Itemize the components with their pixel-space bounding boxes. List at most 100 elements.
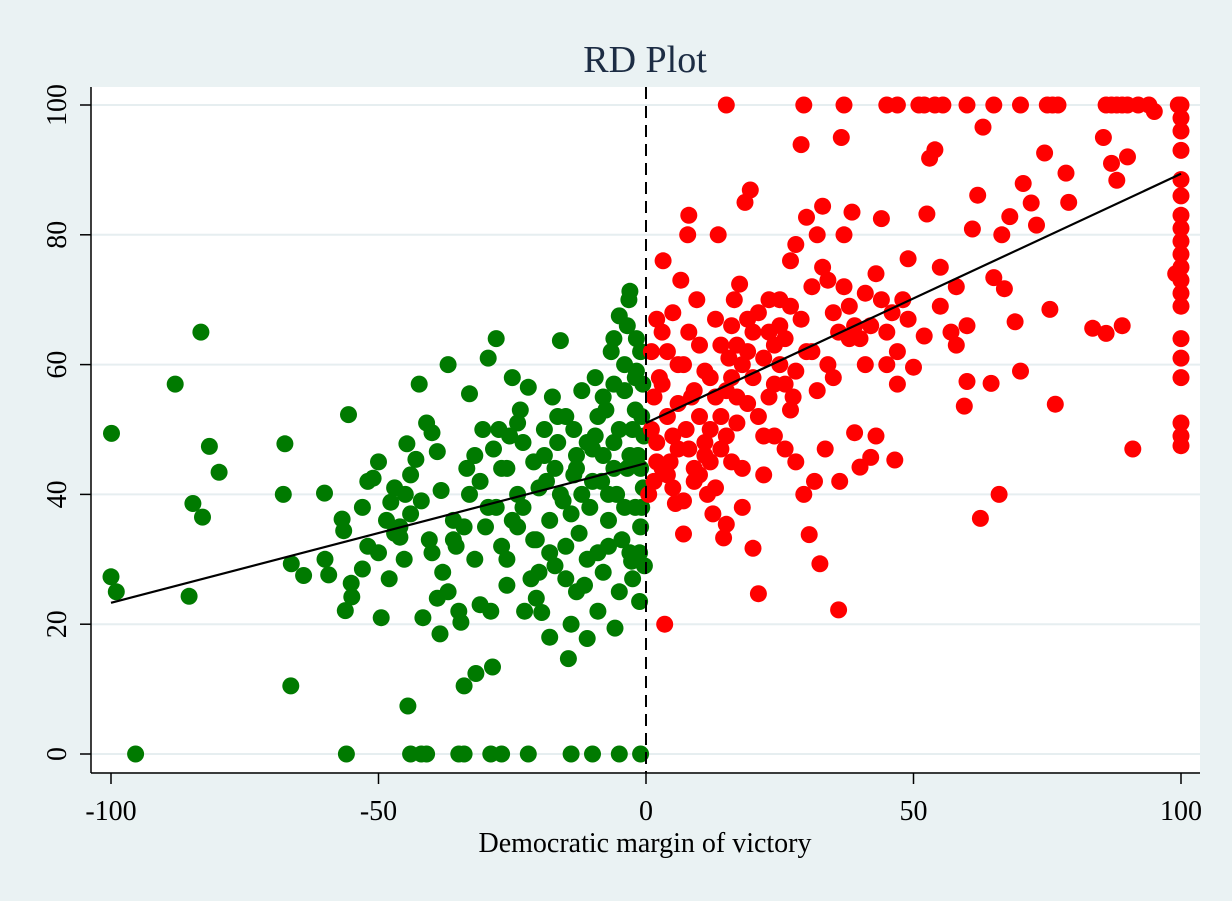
point-right-137: [1172, 349, 1190, 367]
point-right-108: [1057, 164, 1075, 182]
point-left-144: [546, 459, 564, 477]
point-right-130: [1172, 232, 1190, 250]
point-right-93: [974, 118, 992, 136]
point-right-185: [765, 427, 783, 445]
point-left-124: [610, 745, 628, 763]
point-left-121: [519, 745, 537, 763]
fit-left: [110, 462, 647, 604]
point-left-129: [396, 485, 414, 503]
point-right-212: [787, 453, 805, 471]
point-left-140: [525, 531, 543, 549]
point-right-131: [1172, 245, 1190, 263]
point-left-78: [557, 537, 575, 555]
x-tick-label-0: -100: [85, 796, 136, 827]
point-right-55: [806, 472, 823, 490]
point-right-192: [819, 356, 837, 374]
point-left-2: [107, 583, 125, 601]
point-right-117: [1124, 440, 1142, 458]
point-right-124: [1172, 122, 1190, 140]
point-left-127: [359, 472, 377, 490]
x-tick-label-1: -50: [360, 796, 397, 827]
point-left-0: [103, 424, 120, 442]
point-right-59: [816, 440, 834, 458]
point-right-14: [675, 525, 692, 543]
point-right-98: [995, 280, 1013, 298]
point-left-162: [546, 557, 564, 575]
point-right-91: [969, 186, 987, 204]
point-left-43: [423, 424, 441, 442]
point-left-16: [316, 484, 333, 502]
point-right-198: [883, 304, 901, 322]
point-left-99: [613, 531, 631, 549]
point-left-177: [535, 447, 553, 464]
point-left-123: [584, 745, 601, 763]
point-left-79: [559, 650, 577, 668]
point-right-182: [749, 408, 767, 425]
point-right-26: [707, 310, 724, 328]
point-right-216: [675, 492, 692, 510]
point-left-183: [578, 550, 596, 568]
point-left-188: [498, 576, 516, 594]
point-right-128: [1172, 206, 1190, 224]
point-right-29: [715, 529, 733, 547]
point-right-224: [760, 291, 778, 309]
point-left-207: [634, 375, 652, 393]
point-right-82: [918, 205, 936, 223]
point-left-95: [605, 434, 623, 451]
point-right-211: [776, 375, 794, 393]
point-right-116: [1119, 148, 1136, 166]
point-right-92: [971, 509, 989, 527]
point-right-104: [1028, 216, 1045, 234]
point-right-36: [733, 498, 751, 516]
point-left-109: [631, 593, 649, 610]
point-left-4: [166, 375, 184, 393]
point-right-115: [1113, 317, 1131, 335]
point-right-126: [1172, 171, 1190, 189]
fit-right: [645, 172, 1182, 425]
point-right-63: [831, 472, 849, 490]
point-left-11: [276, 435, 294, 453]
point-right-238: [931, 297, 949, 315]
point-left-174: [586, 427, 604, 445]
point-right-176: [717, 427, 735, 445]
point-right-111: [1094, 129, 1112, 146]
point-right-101: [1012, 362, 1029, 380]
point-left-128: [380, 570, 398, 588]
point-left-194: [568, 583, 585, 601]
y-tick-label-0: 0: [42, 747, 73, 761]
point-left-192: [624, 570, 642, 588]
point-left-13: [282, 555, 300, 573]
point-right-71: [862, 448, 880, 466]
point-right-88: [955, 397, 973, 415]
point-right-134: [1172, 284, 1190, 302]
point-right-67: [843, 203, 861, 221]
point-right-138: [1172, 369, 1190, 387]
point-right-218: [696, 447, 714, 464]
x-axis-ticks: -100 -50 0 50 100: [85, 773, 1202, 827]
point-right-139: [1172, 414, 1190, 432]
point-right-226: [782, 297, 799, 315]
point-right-223: [749, 304, 767, 322]
point-right-146: [888, 96, 906, 114]
point-left-161: [570, 524, 588, 542]
point-left-75: [549, 434, 567, 451]
point-left-52: [461, 385, 478, 403]
point-left-205: [618, 317, 636, 335]
point-right-76: [888, 375, 906, 393]
point-left-197: [479, 498, 497, 516]
point-right-196: [862, 317, 880, 335]
point-left-163: [522, 570, 540, 588]
point-right-205: [712, 440, 730, 458]
point-right-150: [958, 96, 976, 114]
point-left-164: [493, 537, 511, 555]
point-right-81: [915, 327, 933, 345]
point-left-173: [605, 375, 623, 393]
point-right-56: [808, 226, 826, 244]
point-left-145: [551, 485, 569, 503]
point-left-91: [594, 563, 612, 581]
x-axis-label: Democratic margin of victory: [478, 828, 811, 859]
point-left-21: [340, 406, 357, 424]
point-right-46: [776, 440, 794, 458]
point-left-19: [335, 522, 353, 540]
